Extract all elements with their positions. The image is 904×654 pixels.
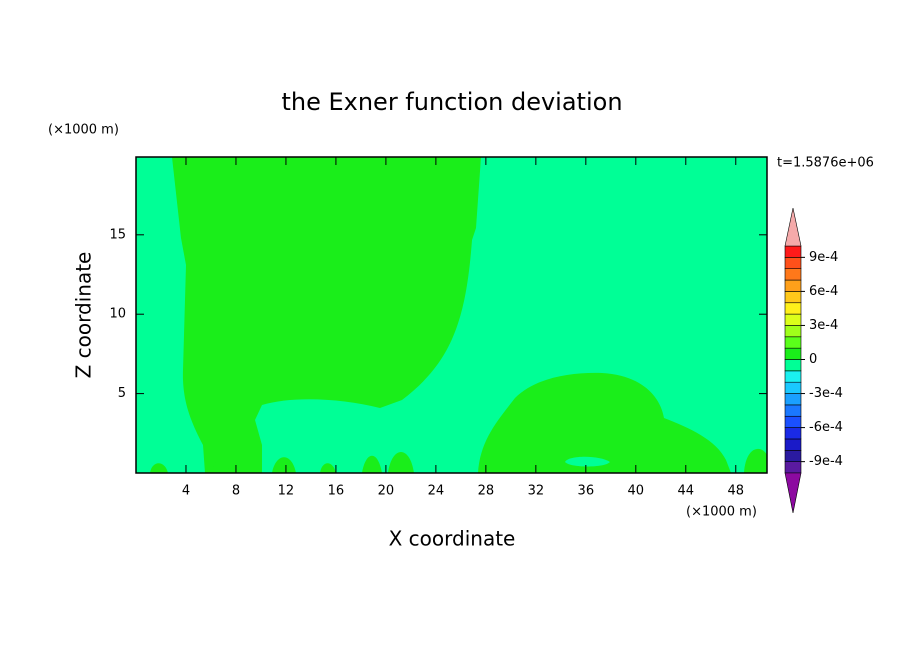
- time-label: t=1.5876e+06: [777, 156, 874, 171]
- colorbar-band: [784, 415, 802, 428]
- contour-field: [136, 157, 767, 473]
- colorbar-band: [784, 302, 802, 315]
- contour-band: [565, 456, 610, 467]
- colorbar-band: [784, 245, 802, 258]
- x-tick-label: 48: [727, 484, 744, 499]
- colorbar-band: [784, 257, 802, 270]
- x-tick-label: 24: [428, 484, 445, 499]
- x-tick-label: 32: [528, 484, 545, 499]
- x-axis-label: X coordinate: [389, 527, 516, 551]
- colorbar-band: [784, 438, 802, 451]
- colorbar-band: [784, 461, 802, 474]
- colorbar-band: [784, 427, 802, 440]
- x-tick-label: 20: [378, 484, 395, 499]
- colorbar-label: 3e-4: [809, 318, 838, 333]
- colorbar-label: -3e-4: [809, 386, 843, 401]
- contour-band: [478, 372, 731, 473]
- x-unit: (×1000 m): [686, 505, 757, 520]
- y-tick-label: 10: [109, 307, 126, 322]
- colorbar-band: [784, 404, 802, 417]
- chart-title: the Exner function deviation: [281, 88, 622, 116]
- y-axis-label: Z coordinate: [72, 252, 96, 379]
- colorbar-band: [784, 347, 802, 360]
- y-tick-label: 5: [118, 386, 126, 401]
- y-unit: (×1000 m): [48, 123, 119, 138]
- colorbar-band: [784, 279, 802, 292]
- colorbar-label: 0: [809, 352, 817, 367]
- x-tick-label: 28: [478, 484, 495, 499]
- x-tick-label: 8: [232, 484, 240, 499]
- colorbar-band: [784, 268, 802, 281]
- colorbar-band: [784, 313, 802, 326]
- colorbar-over: [784, 207, 802, 247]
- colorbar-label: -9e-4: [809, 454, 843, 469]
- colorbar-band: [784, 370, 802, 383]
- plot-frame: [135, 156, 768, 474]
- colorbar-band: [784, 359, 802, 372]
- colorbar-band: [784, 381, 802, 394]
- colorbar-label: -6e-4: [809, 420, 843, 435]
- colorbar-band: [784, 336, 802, 349]
- colorbar-band: [784, 325, 802, 338]
- colorbar-band: [784, 291, 802, 304]
- x-tick-label: 36: [578, 484, 595, 499]
- x-tick-label: 12: [278, 484, 295, 499]
- y-tick-label: 15: [109, 227, 126, 242]
- x-tick-label: 44: [678, 484, 695, 499]
- x-tick-label: 4: [182, 484, 190, 499]
- colorbar-label: 9e-4: [809, 250, 838, 265]
- x-tick-label: 40: [628, 484, 645, 499]
- x-tick-label: 16: [328, 484, 345, 499]
- colorbar-label: 6e-4: [809, 284, 838, 299]
- colorbar-band: [784, 449, 802, 462]
- colorbar-band: [784, 393, 802, 406]
- colorbar-under: [784, 472, 802, 514]
- contour-band: [172, 157, 481, 473]
